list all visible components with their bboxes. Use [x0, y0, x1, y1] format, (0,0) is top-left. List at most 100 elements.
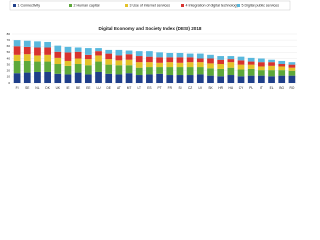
y-tick-label: 20: [7, 69, 11, 73]
x-tick-label: EL: [270, 86, 274, 90]
legend-swatch: [237, 4, 240, 7]
bar-segment: [166, 57, 174, 63]
bar-segment: [13, 54, 21, 61]
bar-segment: [54, 73, 62, 83]
bar-segment: [105, 73, 113, 83]
x-tick-label: ES: [147, 86, 151, 90]
bar-segment: [115, 55, 123, 61]
bar-segment: [278, 66, 286, 71]
bar-segment: [227, 75, 235, 83]
x-tick-label: HU: [229, 86, 234, 90]
y-tick-label: 50: [7, 50, 11, 54]
bar-segment: [196, 58, 204, 63]
x-tick-label: FR: [168, 86, 173, 90]
bar-segment: [74, 72, 82, 83]
bar-segment: [196, 62, 204, 68]
bar-segment: [237, 60, 245, 65]
bar-segment: [34, 71, 41, 83]
bar-segment: [125, 50, 133, 55]
bar-segment: [207, 63, 214, 69]
bar-segment: [247, 57, 255, 62]
bar-segment: [64, 46, 72, 53]
bar-segment: [156, 67, 163, 74]
bar-segment: [135, 67, 143, 76]
x-tick-label: SI: [178, 86, 181, 90]
bar-segment: [166, 52, 174, 58]
bar-segment: [278, 70, 286, 76]
bar-segment: [227, 59, 235, 63]
bar-segment: [105, 59, 113, 65]
x-tick-label: LU: [96, 86, 101, 90]
bar-segment: [186, 67, 194, 76]
legend-swatch: [69, 4, 72, 7]
bar-segment: [64, 60, 72, 66]
bar-segment: [258, 75, 265, 83]
bar-segment: [268, 62, 275, 66]
x-tick-label: MT: [127, 86, 132, 90]
bar-segment: [23, 40, 31, 47]
bar-segment: [115, 65, 123, 75]
bar-segment: [227, 67, 235, 76]
legend-swatch: [13, 4, 16, 7]
bar-segment: [74, 47, 82, 52]
bar-segment: [34, 55, 41, 62]
legend-swatch: [181, 4, 184, 7]
bar-segment: [268, 76, 275, 83]
bar-segment: [288, 70, 296, 76]
x-tick-label: AT: [117, 86, 121, 90]
bar-segment: [278, 75, 286, 83]
bar-segment: [34, 61, 41, 72]
bar-segment: [278, 64, 286, 67]
x-tick-label: PL: [249, 86, 253, 90]
bar-segment: [166, 67, 174, 76]
bar-segment: [207, 58, 214, 64]
bar-segment: [125, 54, 133, 60]
bar-segment: [166, 75, 174, 83]
bar-segment: [146, 67, 153, 75]
bar-segment: [44, 61, 51, 72]
bar-segment: [186, 75, 194, 83]
bar-segment: [74, 58, 82, 65]
bar-segment: [64, 52, 72, 61]
bar-segment: [166, 62, 174, 68]
y-tick-label: 70: [7, 38, 11, 42]
bar-segment: [64, 74, 72, 83]
bar-segment: [125, 59, 133, 66]
bar-segment: [135, 75, 143, 83]
bar-segment: [74, 64, 82, 73]
bar-segment: [207, 54, 214, 59]
bar-segment: [227, 62, 235, 68]
bar-segment: [278, 60, 286, 65]
legend-box: [9, 0, 291, 11]
legend-swatch: [125, 4, 128, 7]
bar-segment: [115, 74, 123, 83]
bar-segment: [54, 64, 62, 74]
bar-segment: [115, 60, 123, 66]
legend-label: 3 Use of internet services: [130, 4, 171, 8]
bar-segment: [23, 54, 31, 61]
bar-segment: [217, 59, 225, 65]
x-tick-label: HR: [218, 86, 223, 90]
bar-segment: [146, 56, 153, 63]
bar-segment: [237, 56, 245, 61]
y-tick-label: 30: [7, 62, 11, 66]
bar-segment: [84, 54, 92, 60]
bar-segment: [44, 54, 51, 62]
x-tick-label: PT: [158, 86, 162, 90]
x-tick-label: IT: [260, 86, 263, 90]
bar-segment: [156, 57, 163, 63]
bar-segment: [288, 62, 296, 65]
legend-label: 5 Digital public services: [242, 4, 280, 8]
x-tick-label: CY: [239, 86, 244, 90]
bar-segment: [258, 66, 265, 71]
bar-segment: [258, 62, 265, 67]
bar-segment: [115, 49, 123, 56]
bar-segment: [64, 65, 72, 75]
bar-segment: [84, 48, 92, 55]
bar-segment: [135, 56, 143, 63]
x-tick-label: SK: [208, 86, 213, 90]
x-tick-label: EE: [86, 86, 90, 90]
bar-segment: [105, 64, 113, 74]
bar-segment: [176, 75, 184, 83]
bar-segment: [207, 75, 214, 83]
